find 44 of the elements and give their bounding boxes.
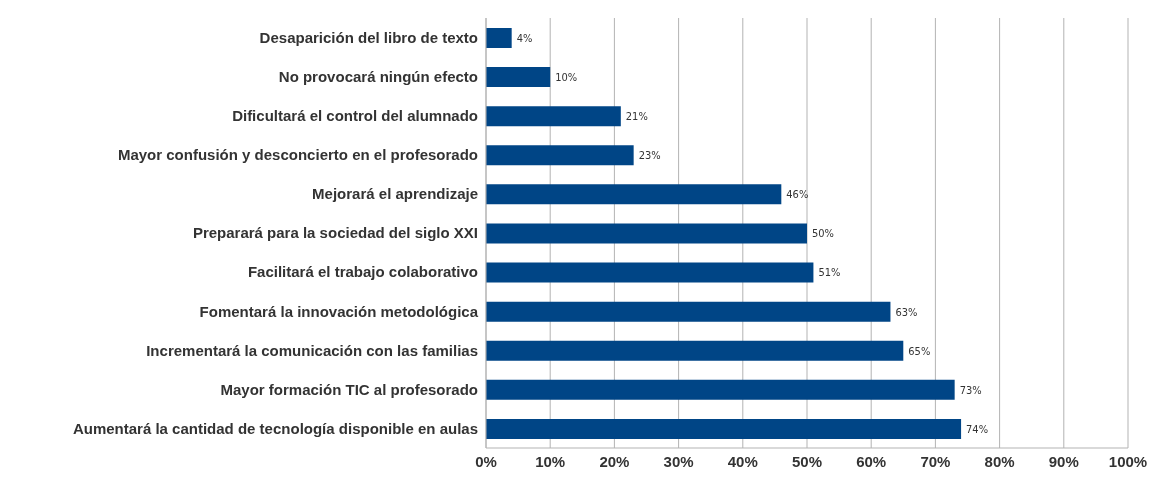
y-tick-label: Facilitará el trabajo colaborativo [247, 263, 478, 281]
bar [486, 379, 955, 400]
bar [486, 145, 634, 166]
y-tick-label: Mejorará el aprendizaje [312, 185, 478, 203]
y-tick-label: Desaparición del libro de texto [259, 28, 478, 46]
data-label: 51% [818, 266, 841, 280]
y-tick-label: Aumentará la cantidad de tecnología disponible en aulas [72, 419, 478, 437]
x-tick-label: 10% [535, 452, 566, 470]
y-tick-label: Dificultará el control del alumnado [232, 107, 478, 125]
x-tick-label: 30% [663, 452, 694, 470]
data-label: 65% [908, 344, 931, 358]
x-tick-label: 50% [791, 452, 823, 470]
bar [486, 184, 782, 205]
y-tick-label: Fomentará la innovación metodológica [199, 302, 479, 320]
bar [486, 418, 962, 439]
data-label: 23% [638, 149, 661, 163]
bar [486, 28, 512, 48]
y-tick-label: Mayor confusión y desconcierto en el profesorado [117, 146, 478, 164]
bar [486, 67, 551, 88]
y-tick-label: No provocará ningún efecto [278, 67, 478, 85]
data-label: 73% [959, 383, 982, 397]
data-label: 4% [516, 31, 533, 45]
x-tick-label: 60% [856, 452, 887, 470]
data-label: 10% [555, 71, 578, 84]
bar [486, 106, 621, 127]
y-tick-label: Preparará para la sociedad del siglo XXI [192, 224, 478, 242]
x-tick-label: 80% [984, 452, 1015, 470]
bar [486, 223, 807, 244]
bar [486, 262, 814, 283]
x-tick-label: 90% [1048, 452, 1079, 470]
y-tick-label: Mayor formación TIC al profesorado [220, 380, 478, 398]
x-tick-label: 100% [1108, 452, 1148, 470]
x-tick-label: 40% [727, 452, 758, 470]
y-tick-label: Incrementará la comunicación con las familias [146, 341, 478, 359]
data-label: 63% [895, 305, 918, 319]
x-tick-label: 20% [599, 452, 630, 470]
bar [486, 301, 891, 322]
data-label: 74% [966, 422, 989, 436]
data-label: 50% [812, 227, 834, 241]
data-label: 21% [625, 110, 648, 124]
x-tick-label: 70% [920, 452, 951, 470]
data-label: 46% [786, 188, 809, 202]
x-tick-label: 0% [475, 452, 497, 470]
bar [486, 340, 904, 361]
